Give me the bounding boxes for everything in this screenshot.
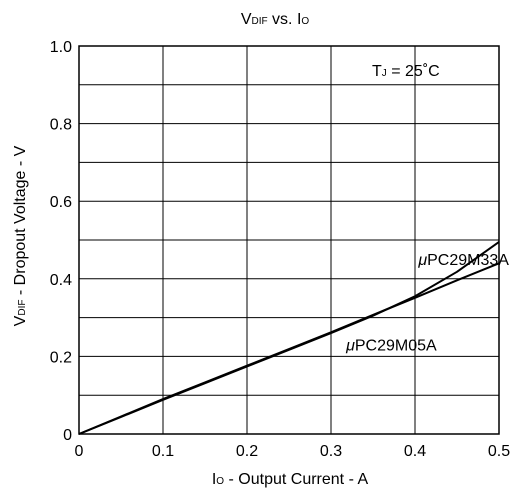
series-layer xyxy=(78,241,500,435)
y-tick-label: 1.0 xyxy=(50,39,72,56)
x-tick-label: 0.4 xyxy=(404,443,426,460)
x-tick-label: 0.5 xyxy=(488,443,510,460)
x-axis-label: IO - Output Current - A xyxy=(212,471,369,488)
y-tick-label: 0.6 xyxy=(50,194,72,211)
series-label-2: μPC29M05A xyxy=(345,338,437,355)
grid-layer xyxy=(79,46,499,434)
y-tick-label: 0.2 xyxy=(50,349,72,366)
x-tick-label: 0.2 xyxy=(236,443,258,460)
y-axis-label: VDIF - Dropout Voltage - V xyxy=(12,145,29,326)
x-tick-label: 0 xyxy=(75,443,84,460)
y-tick-label: 0.8 xyxy=(50,117,72,134)
x-tick-label: 0.3 xyxy=(320,443,342,460)
series-line-2 xyxy=(78,262,500,435)
tick-layer: 0 0.1 0.2 0.3 0.4 0.5 0 0.2 0.4 0.6 0.8 1.0 xyxy=(50,39,510,460)
condition-label: TJ = 25˚C xyxy=(372,63,440,80)
series-label-layer: μPC29M33A μPC29M05A xyxy=(345,252,509,354)
series-label-1: μPC29M33A xyxy=(417,252,509,269)
chart-title: VDIF vs. IO xyxy=(241,11,310,28)
y-tick-label: 0.4 xyxy=(50,272,72,289)
x-tick-label: 0.1 xyxy=(152,443,174,460)
y-tick-label: 0 xyxy=(63,427,72,444)
plot-frame xyxy=(78,45,500,435)
